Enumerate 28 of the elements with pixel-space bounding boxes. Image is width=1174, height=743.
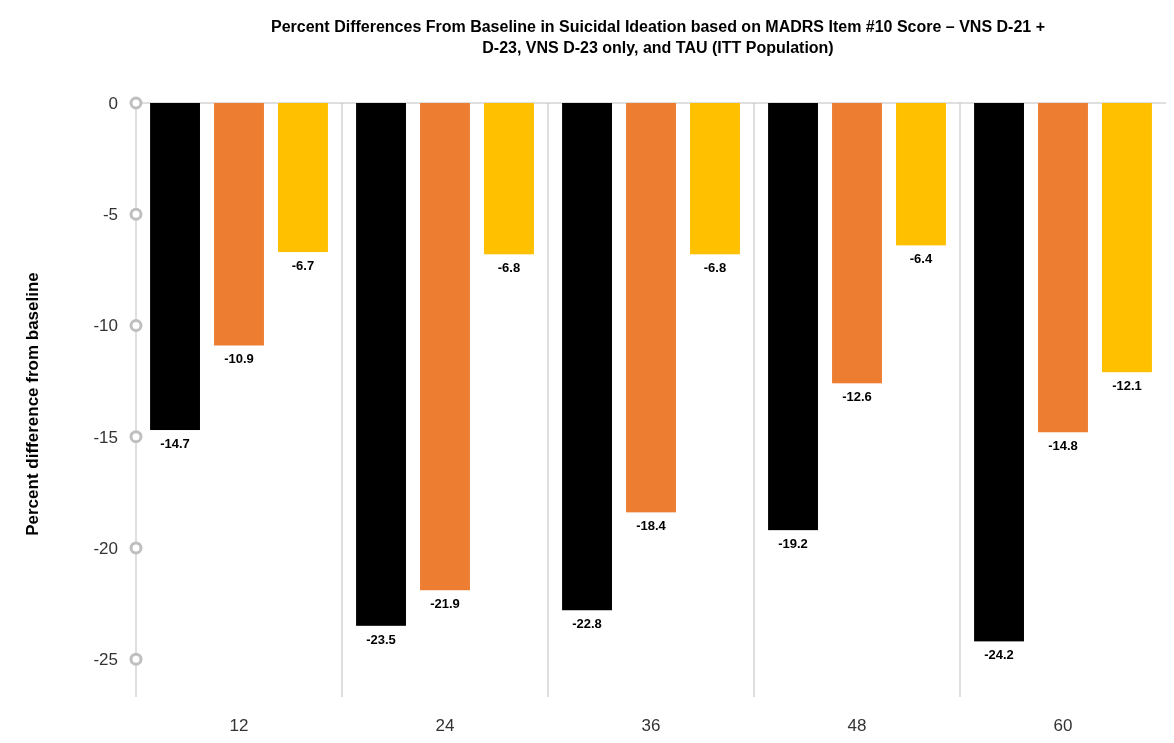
y-tick-label: -25 xyxy=(93,650,118,670)
x-tick-label: 48 xyxy=(847,716,867,735)
data-label: -23.5 xyxy=(366,631,396,647)
data-label: -19.2 xyxy=(778,536,808,552)
data-label: -10.9 xyxy=(224,351,254,367)
data-label: -12.6 xyxy=(842,389,872,405)
y-axis-title: Percent difference from baseline xyxy=(23,272,42,536)
data-label: -18.4 xyxy=(636,518,667,534)
data-label: -22.8 xyxy=(572,616,602,632)
y-tick-label: 0 xyxy=(108,94,118,113)
data-label: -12.1 xyxy=(1112,378,1142,394)
x-tick-label: 60 xyxy=(1053,716,1073,735)
x-tick-label: 12 xyxy=(229,716,249,735)
data-label: -21.9 xyxy=(430,596,460,612)
data-label: -6.7 xyxy=(291,258,315,274)
x-tick-label: 36 xyxy=(641,716,661,735)
y-tick-label: -5 xyxy=(102,205,118,225)
data-label: -6.8 xyxy=(497,260,521,276)
y-tick-label: -20 xyxy=(93,538,118,558)
chart-title: Percent Differences From Baseline in Suicidal Ideation based on MADRS Item #10 Score – VNS D-21 + D-23, VNS D-23 only, and TAU (ITT Population) xyxy=(270,18,1046,56)
x-tick-label: 24 xyxy=(435,716,455,735)
data-label: -6.8 xyxy=(703,260,727,276)
data-label: -14.7 xyxy=(160,436,190,452)
data-label: -14.8 xyxy=(1048,438,1078,454)
data-label: -24.2 xyxy=(984,647,1014,663)
data-label: -6.4 xyxy=(909,251,933,267)
y-tick-label: -15 xyxy=(93,427,118,447)
y-tick-label: -10 xyxy=(93,316,118,336)
